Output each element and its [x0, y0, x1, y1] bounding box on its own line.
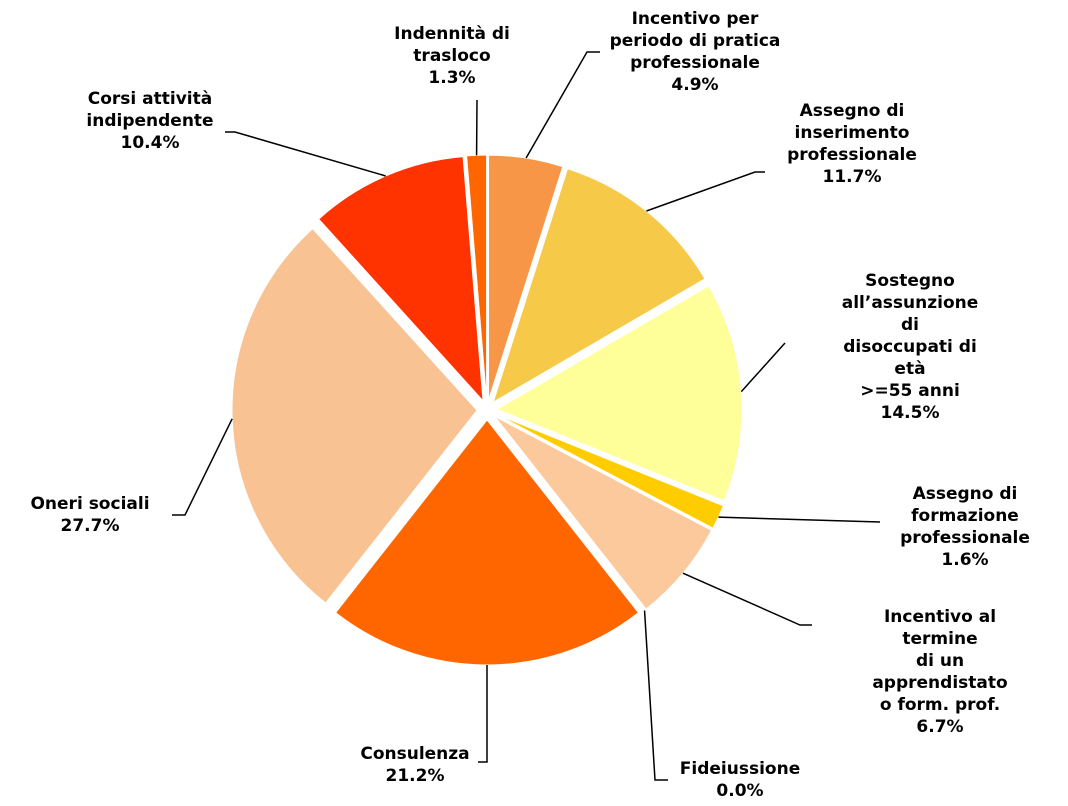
value-label: 14.5%: [880, 403, 940, 423]
leader-line: [682, 572, 812, 626]
pie-slice: [231, 227, 478, 604]
slice-label: Corsi attività indipendente 10.4%: [86, 88, 213, 154]
value-label: 4.9%: [671, 75, 719, 95]
slice-label: Indennità di trasloco 1.3%: [394, 23, 510, 89]
value-label: 10.4%: [120, 133, 180, 153]
leader-line: [718, 516, 881, 523]
slice-label: Oneri sociali 27.7%: [30, 493, 149, 537]
leader-line: [172, 418, 233, 516]
slice-label: Fideiussione 0.0%: [680, 758, 800, 802]
category-label: Incentivo al termine di un apprendistato…: [872, 607, 1008, 715]
slice-label: Assegno di inserimento professionale 11.7…: [787, 100, 917, 188]
slice-label: Sostegno all’assunzione di disoccupati d…: [831, 270, 989, 424]
category-label: Assegno di formazione professionale: [900, 484, 1030, 548]
category-label: Oneri sociali: [30, 494, 150, 514]
category-label: Corsi attività indipendente: [86, 89, 214, 131]
value-label: 6.7%: [916, 717, 964, 737]
value-label: 21.2%: [385, 766, 445, 786]
category-label: Sostegno all’assunzione di disoccupati d…: [841, 271, 979, 401]
value-label: 1.6%: [941, 550, 989, 570]
category-label: Indennità di trasloco: [394, 24, 510, 66]
category-label: Incentivo per periodo di pratica profess…: [609, 9, 781, 73]
value-label: 0.0%: [716, 781, 764, 801]
category-label: Fideiussione: [679, 759, 801, 779]
value-label: 27.7%: [60, 516, 120, 536]
category-label: Consulenza: [360, 744, 470, 764]
value-label: 1.3%: [428, 68, 476, 88]
slice-label: Assegno di formazione professionale 1.6%: [900, 483, 1030, 571]
leader-line: [646, 171, 765, 212]
slice-label: Incentivo al termine di un apprendistato…: [872, 606, 1007, 738]
leader-line: [478, 665, 488, 763]
leader-line: [225, 131, 386, 177]
leader-line: [643, 610, 668, 781]
pie-slice: [318, 156, 484, 403]
value-label: 11.7%: [822, 167, 882, 187]
slice-label: Incentivo per periodo di pratica profess…: [610, 8, 781, 96]
category-label: Assegno di inserimento professionale: [787, 101, 917, 165]
slice-label: Consulenza 21.2%: [360, 743, 469, 787]
leader-line: [525, 51, 600, 159]
leader-line: [740, 342, 786, 393]
